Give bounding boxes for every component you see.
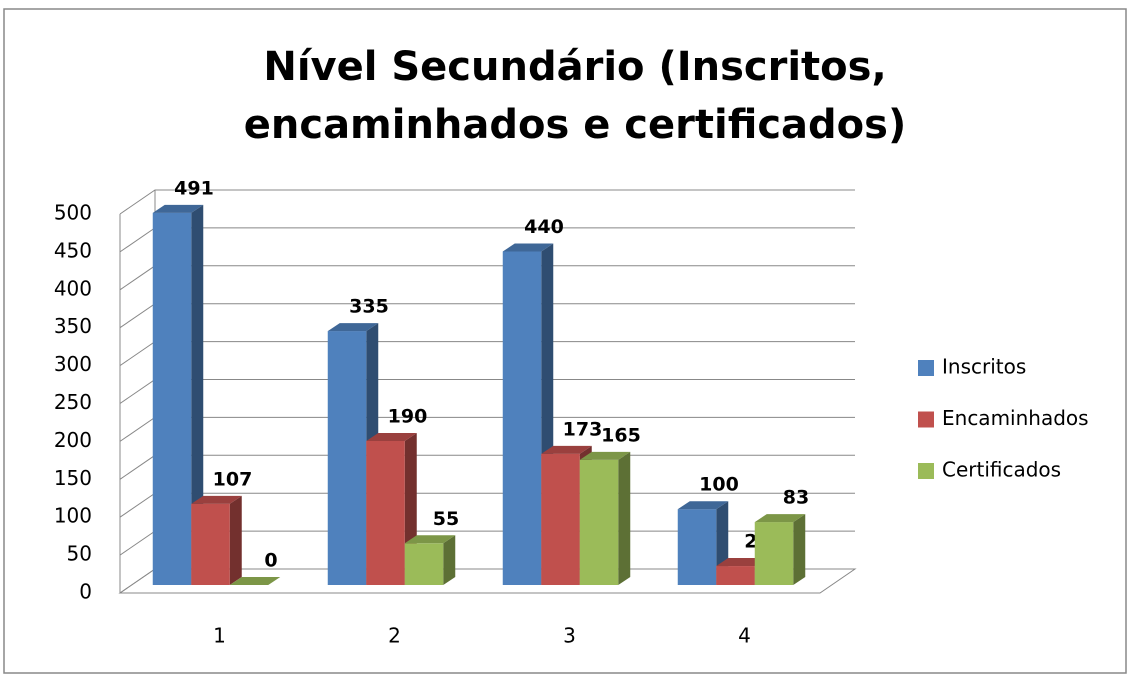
value-label: 100 [699,474,739,496]
bar-front [677,509,717,585]
value-label: 0 [264,550,277,572]
bar-front [541,453,580,585]
bar-side [191,204,204,585]
value-label: 83 [783,487,809,509]
y-tick-label: 450 [54,238,92,262]
bar-top [191,495,242,504]
legend-swatch [918,360,934,376]
bar-top [229,577,281,585]
bar-top [327,323,379,332]
bar [754,514,806,585]
grid-line [119,341,855,367]
legend-swatch [918,463,934,479]
y-tick-label: 250 [54,390,92,414]
bar-front [716,566,755,585]
grid-line [119,227,855,253]
value-label: 55 [433,508,459,530]
bar-top [152,204,204,213]
value-label: 107 [213,468,253,490]
value-label: 190 [388,405,428,427]
x-tick-label: 2 [388,624,401,648]
bar [152,204,204,585]
bar [229,577,281,585]
legend-swatch [918,411,934,428]
bar-front [754,522,794,585]
grid-line [119,303,855,329]
legend-label: Certificados [942,458,1061,482]
y-tick-label: 400 [54,276,92,300]
bar-side [793,514,806,585]
bar-side [443,535,456,585]
bar [502,243,554,586]
legend-label: Encaminhados [942,406,1089,430]
grid-line [119,379,855,404]
bar-front [579,459,619,585]
bar-top [404,535,456,544]
chart-title: Nível Secundário (Inscritos, encaminhado… [243,44,907,148]
x-tick-label: 4 [738,624,751,648]
value-label: 165 [601,424,641,446]
y-tick-label: 500 [54,201,92,225]
bar-front [366,440,405,585]
grid-line [119,265,855,291]
y-tick-label: 350 [54,314,92,338]
grid-line [119,416,855,442]
y-tick-label: 0 [79,580,92,604]
y-tick-label: 150 [54,466,92,490]
y-tick-label: 200 [54,428,92,452]
bar [191,495,242,585]
bar-top [677,501,729,510]
bar-front [404,543,444,585]
bar-top [541,445,592,454]
bar-top [366,432,417,441]
chart-frame [3,8,1127,674]
bar-front [191,503,230,585]
legend-label: Inscritos [942,355,1026,379]
bar-top [754,514,806,523]
value-label: 173 [563,418,603,440]
value-label: 491 [174,177,214,199]
bar-top [502,243,554,252]
bar-side [618,451,631,585]
bar-top [579,451,631,460]
bar [579,451,631,585]
y-tick-label: 50 [67,542,92,566]
grid-line [119,189,855,215]
bar-top [716,558,767,567]
x-tick-label: 3 [563,624,576,648]
value-label: 440 [524,216,564,238]
y-tick-label: 100 [54,504,92,528]
bar-front [327,331,367,585]
x-tick-label: 1 [213,624,226,648]
bar-front [152,212,192,585]
bar-front [502,251,542,586]
bar [404,535,456,585]
bar-side [229,495,242,585]
y-tick-label: 300 [54,352,92,376]
value-label: 335 [349,296,389,318]
